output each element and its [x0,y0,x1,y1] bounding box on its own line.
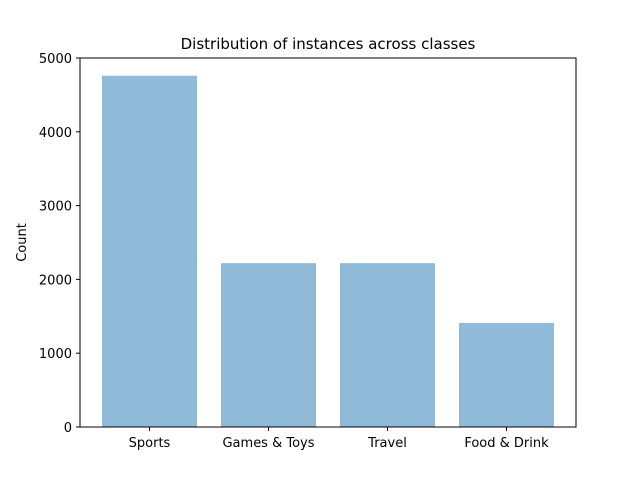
y-tick-label: 3000 [39,200,72,215]
y-tick-label: 0 [64,421,72,436]
y-tick-label: 5000 [39,52,72,67]
y-tick-label: 1000 [39,347,72,362]
chart-title: Distribution of instances across classes [181,35,476,53]
bar-food-drink [459,322,554,427]
x-axis: Sports Games & Toys Travel Food & Drink [129,427,549,451]
x-tick-label: Travel [367,436,407,451]
y-axis-label: Count [15,223,30,262]
x-tick-label: Sports [129,436,171,451]
plot-frame [79,57,577,428]
x-tick-label: Food & Drink [464,436,549,451]
bars-group [102,75,554,427]
y-tick-label: 4000 [39,126,72,141]
bar-games-toys [221,263,316,427]
x-tick-label: Games & Toys [222,436,314,451]
y-tick-label: 2000 [39,273,72,288]
bar-travel [340,263,435,427]
y-axis: 0 1000 2000 3000 4000 5000 [39,52,80,436]
bar-sports [102,75,197,427]
